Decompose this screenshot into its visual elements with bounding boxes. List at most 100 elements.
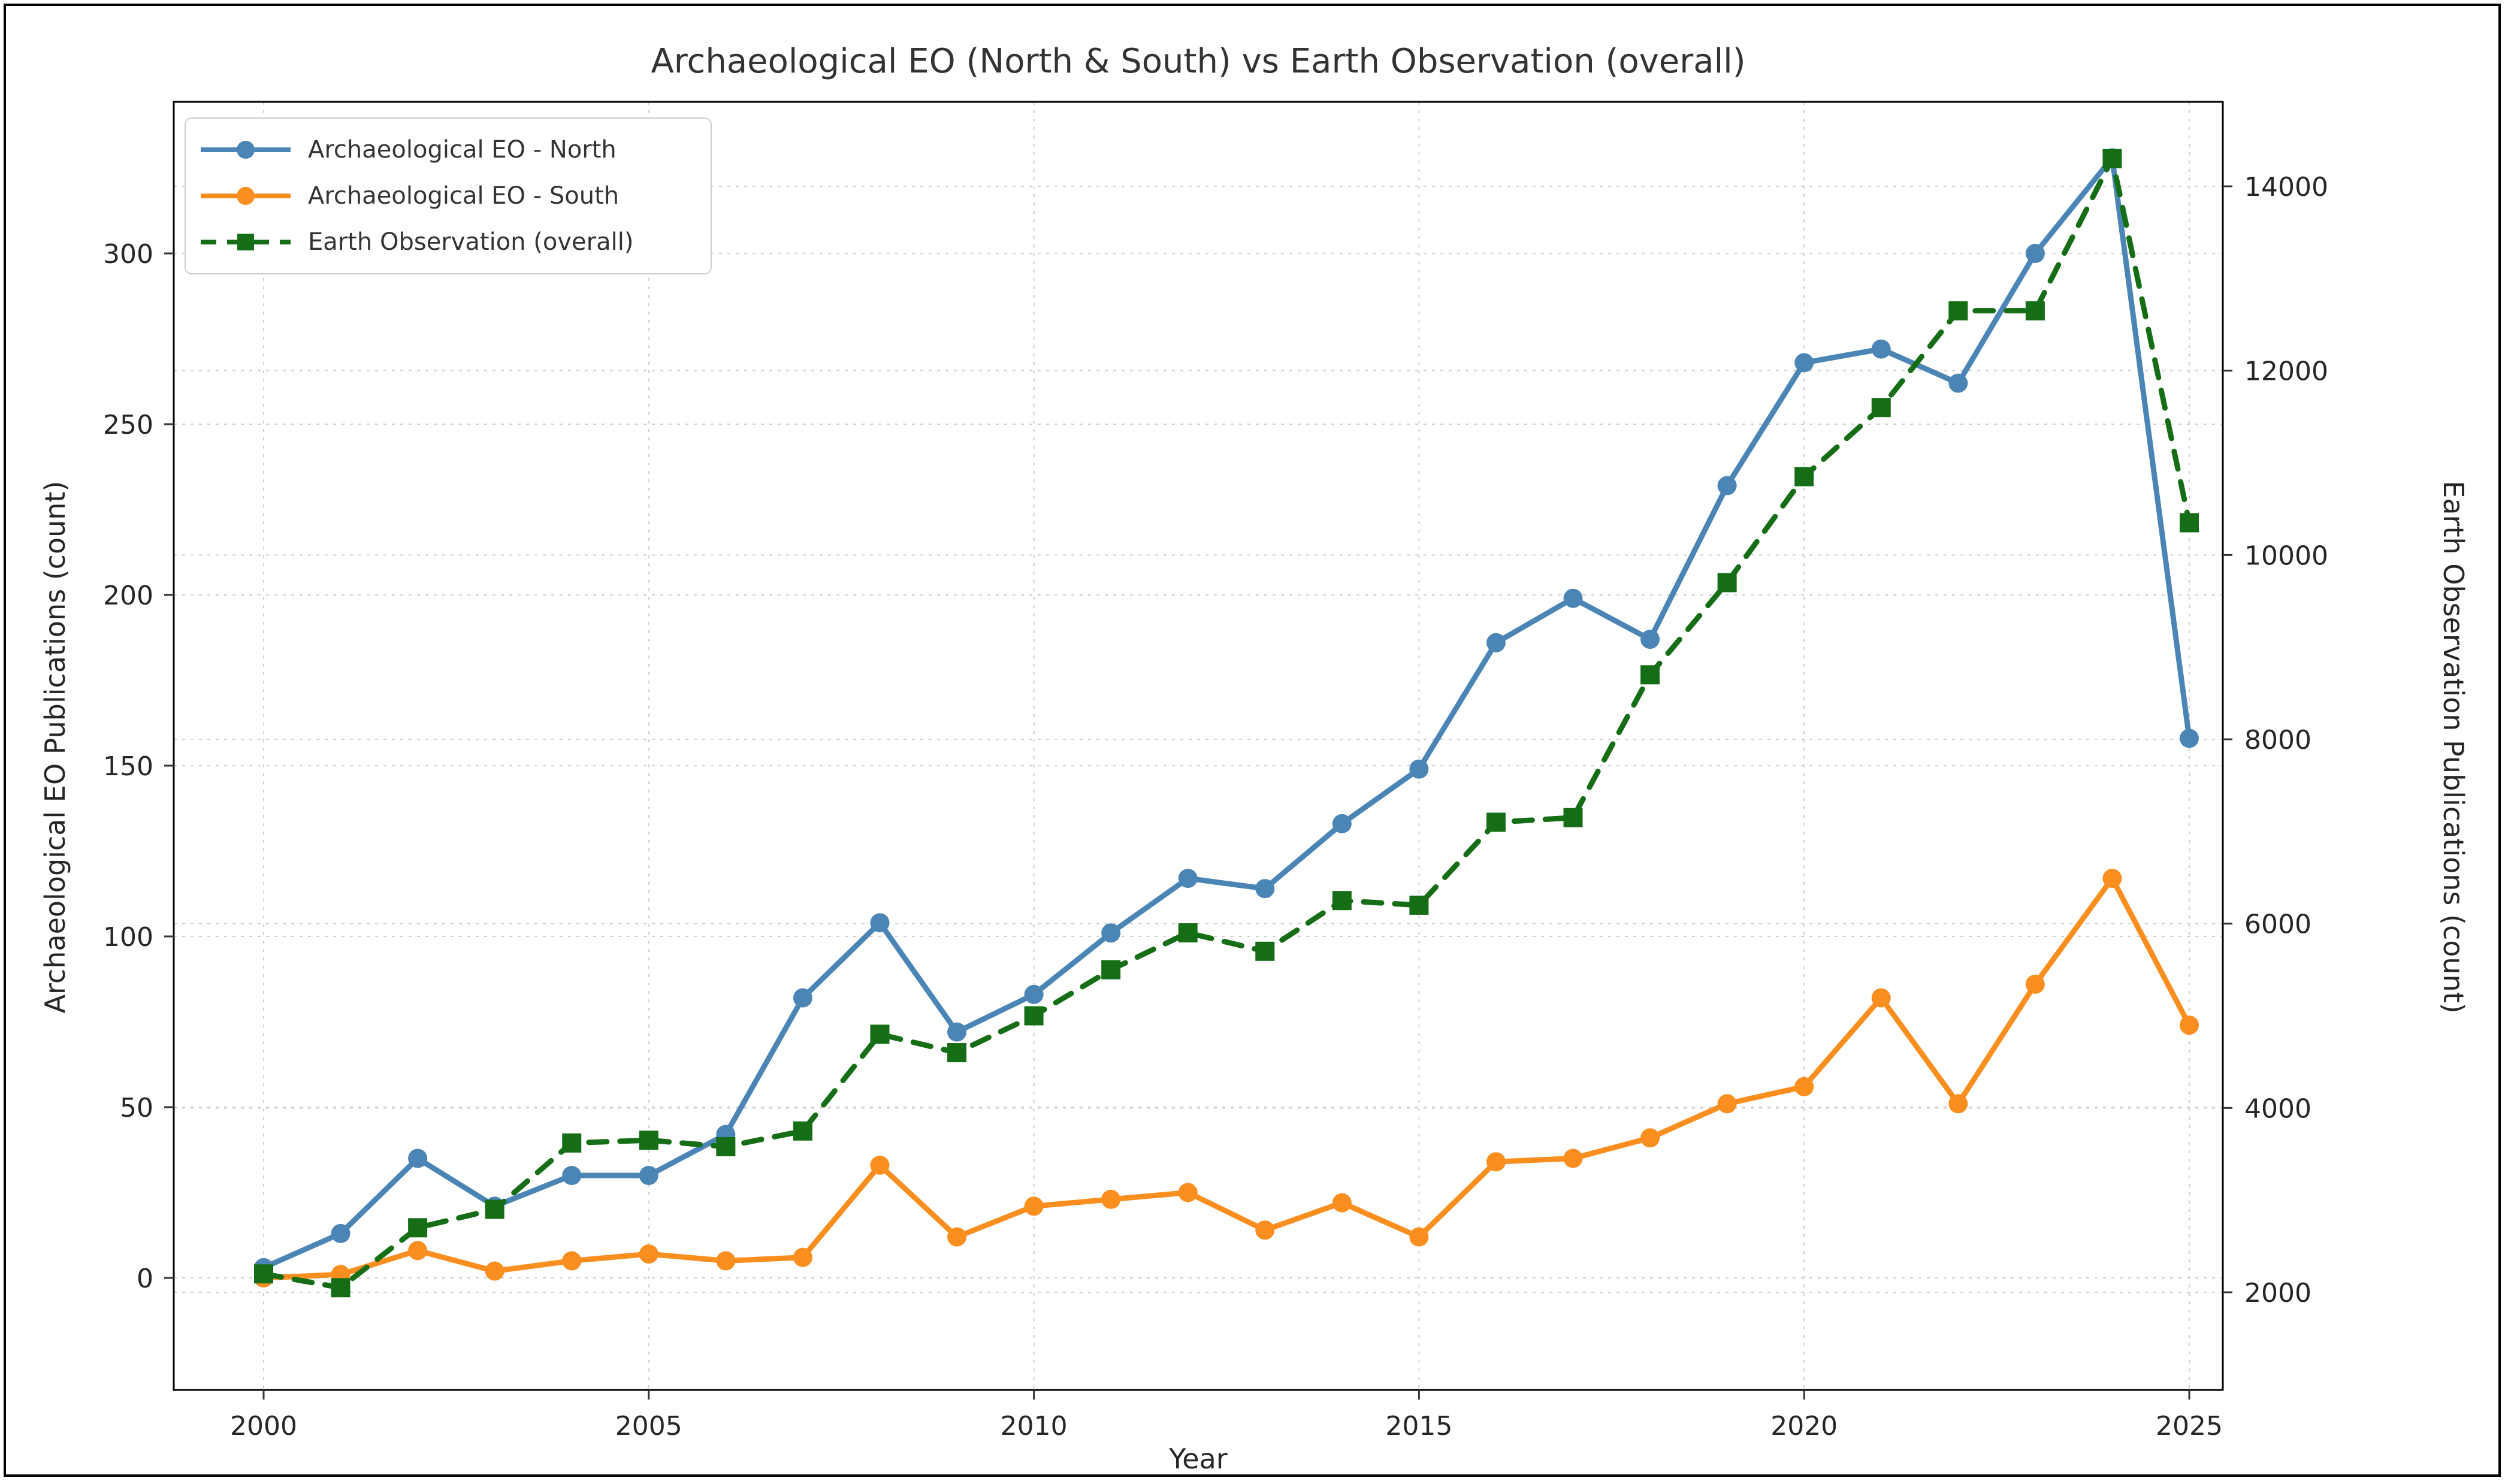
series-north-marker [639,1166,658,1185]
legend-label-north: Archaeological EO - North [308,136,617,164]
y-right-tick-label: 8000 [2244,725,2311,755]
series-south-marker [2025,974,2045,994]
y-right-tick-label: 12000 [2244,356,2328,387]
axis-ticks [164,185,2232,1400]
series-south-marker [485,1261,504,1281]
series-south-marker [2180,1015,2199,1035]
series-north-marker [1024,984,1044,1004]
y-right-tick-label: 2000 [2244,1278,2311,1308]
series-overall-marker [2102,149,2122,168]
series-overall-marker [1871,398,1891,418]
series-overall-marker [639,1131,658,1150]
series-overall-marker [1640,665,1660,685]
series-north-marker [1640,630,1660,649]
series-north-marker [1332,814,1352,833]
series-north-marker [1486,633,1506,652]
y-left-tick-label: 0 [137,1264,153,1294]
legend-item-south: Archaeological EO - South [198,175,699,217]
series-overall-marker [1717,573,1737,593]
series-south-marker [1563,1148,1583,1168]
series-north-marker [2180,729,2199,748]
series-south-marker [1101,1189,1121,1209]
series-south-marker [1178,1183,1198,1202]
series-north-marker [1794,353,1814,373]
series-south-marker [408,1241,428,1261]
series-overall-marker [1178,923,1198,943]
y-left-tick-label: 100 [103,922,153,953]
series-overall-marker [2025,301,2045,321]
series-south-line [261,875,2192,1281]
series-south-marker [1871,988,1891,1008]
series-north-marker [1255,879,1275,899]
y-right-tick-label: 4000 [2244,1093,2311,1124]
series-south-marker [793,1247,812,1267]
x-axis-label: Year [1169,1443,1228,1475]
series-overall-marker [1024,1006,1044,1026]
y-left-tick-label: 200 [103,581,153,611]
legend-label-south: Archaeological EO - South [308,182,620,210]
series-overall-marker [1563,808,1583,827]
axis-tick-labels: 2000 2005 2010 2015 2020 2025 0 50 100 150 200 250 3… [103,172,2328,1441]
y-axis-label-right: Earth Observation Publications (count) [2437,480,2470,1014]
series-overall-marker [254,1264,273,1284]
legend-south-line-icon [201,186,291,205]
series-north-marker [1409,759,1429,779]
y-right-tick-label: 6000 [2244,909,2311,940]
series-south-marker [1717,1094,1737,1114]
y-left-tick-label: 250 [103,410,153,440]
legend-item-north: Archaeological EO - North [198,129,699,171]
series-north-marker [562,1166,582,1185]
y-left-tick-label: 300 [103,239,153,270]
series-south-marker [1794,1077,1814,1096]
x-tick-label: 2005 [615,1411,682,1441]
series-south-marker [1024,1196,1044,1216]
series-south-marker [2102,869,2122,888]
series-north-marker [1178,869,1198,888]
x-tick-label: 2010 [1001,1411,1068,1441]
legend-label-overall: Earth Observation (overall) [308,228,634,256]
series-south-marker [870,1155,890,1175]
series-north-marker [870,913,890,933]
x-tick-label: 2020 [1770,1411,1838,1441]
x-tick-label: 2000 [230,1411,297,1441]
series-north-line [261,155,2192,1271]
legend-item-overall: Earth Observation (overall) [198,221,699,263]
series-north-marker [947,1022,967,1042]
legend-north-line-icon [201,141,291,159]
series-overall-marker [562,1133,582,1153]
series-south-marker [1255,1220,1275,1240]
series-north-marker [793,988,812,1008]
x-tick-label: 2025 [2156,1411,2223,1441]
series-overall-marker [1486,812,1506,832]
series-north-marker [1101,923,1121,943]
series-overall-marker [1948,301,1968,321]
series-south-marker [1948,1094,1968,1114]
legend-overall-line-icon [201,233,291,250]
chart-title: Archaeological EO (North & South) vs Ear… [651,42,1746,81]
series-overall-marker [1255,941,1275,961]
series-overall-marker [485,1199,504,1219]
series-overall-marker [870,1024,890,1044]
series-south-marker [1640,1128,1660,1148]
series-south-marker [639,1244,658,1264]
series-north-marker [2025,244,2045,263]
y-right-tick-label: 10000 [2244,540,2328,571]
series-north-marker [1717,476,1737,495]
series-overall [254,149,2199,1298]
series-overall-marker [793,1121,812,1141]
series-overall-marker [1101,960,1121,980]
series-south-marker [1486,1152,1506,1172]
series-south [254,869,2199,1287]
series-overall-marker [1332,891,1352,911]
x-tick-label: 2015 [1385,1411,1452,1441]
series-south-marker [716,1251,736,1271]
series-overall-marker [408,1218,428,1238]
series-overall-marker [716,1137,736,1156]
plot-frame [173,101,2224,1391]
series-south-marker [947,1227,967,1247]
y-left-tick-label: 50 [120,1093,153,1123]
y-right-tick-label: 14000 [2244,172,2328,202]
series-overall-line [261,156,2192,1290]
